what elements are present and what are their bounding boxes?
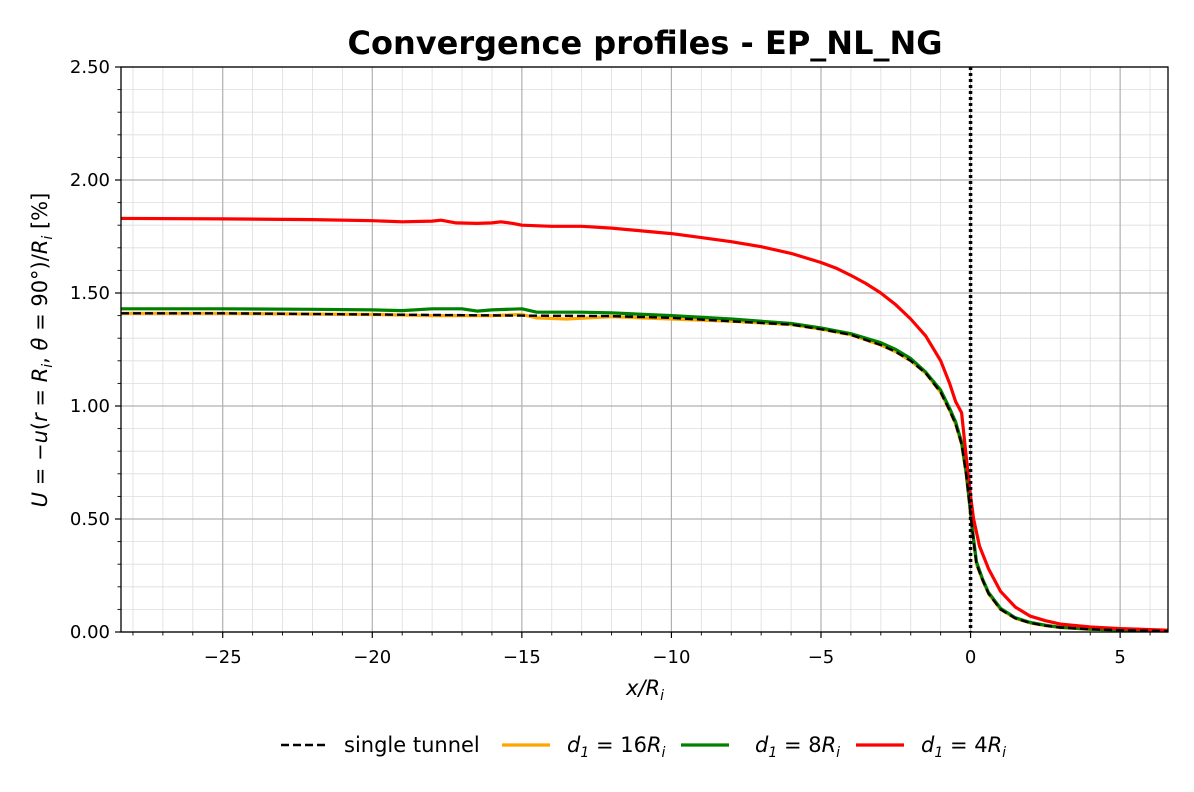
x-tick-label: −5 bbox=[808, 647, 835, 668]
x-tick-label: −20 bbox=[353, 647, 391, 668]
y-tick-label: 2.00 bbox=[70, 170, 110, 191]
y-tick-label: 1.50 bbox=[70, 283, 110, 304]
x-tick-label: −15 bbox=[503, 647, 541, 668]
series-layer bbox=[120, 216, 1169, 633]
series-line-d-1-4r-i bbox=[120, 216, 1169, 632]
legend-label-d-1-8r-i: d1 = 8Ri bbox=[755, 733, 840, 761]
y-axis-label: U = −u(r = Ri, θ = 90°)/Ri [%] bbox=[28, 193, 56, 508]
x-tick-label: −25 bbox=[204, 647, 242, 668]
series-line-single-tunnel bbox=[121, 312, 1169, 633]
y-tick-label: 0.00 bbox=[70, 622, 110, 643]
x-axis-label: x/Ri bbox=[625, 676, 664, 704]
legend-label-single-tunnel: single tunnel bbox=[344, 733, 480, 757]
x-tick-label: −10 bbox=[652, 647, 690, 668]
axis-ticks: −25 −20 −15 −10 −5 0 5 0.00 0.50 1.00 1.50 2.00 2.50 bbox=[70, 57, 1151, 668]
minor-grid bbox=[121, 67, 1168, 632]
series-line-d-1-8r-i bbox=[121, 307, 1169, 633]
legend-label-d-1-16r-i: d1 = 16Ri bbox=[567, 733, 666, 761]
chart-title: Convergence profiles - EP_NL_NG bbox=[348, 24, 943, 62]
y-tick-label: 0.50 bbox=[70, 509, 110, 530]
plot-frame bbox=[120, 66, 1169, 633]
y-tick-label: 2.50 bbox=[70, 57, 110, 78]
legend: single tunnel d1 = 16Ri d1 = 8Ri d1 = 4Ri bbox=[281, 733, 1006, 761]
y-tick-label: 1.00 bbox=[70, 396, 110, 417]
legend-label-d-1-4r-i: d1 = 4Ri bbox=[921, 733, 1006, 761]
x-tick-label: 0 bbox=[965, 647, 976, 668]
x-tick-label: 5 bbox=[1114, 647, 1125, 668]
